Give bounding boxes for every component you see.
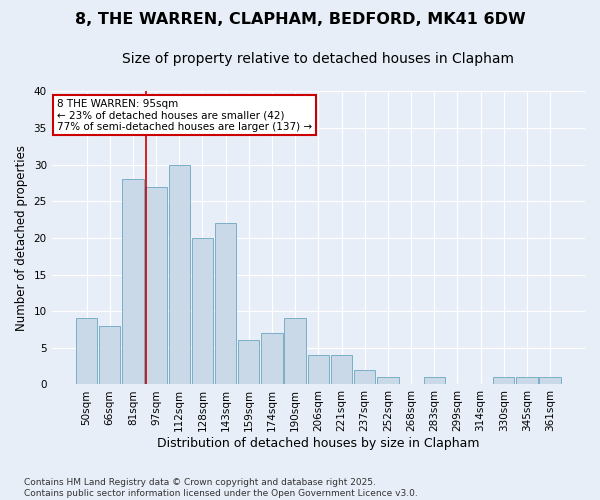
Bar <box>354 370 376 384</box>
Bar <box>424 377 445 384</box>
Bar <box>99 326 121 384</box>
Bar <box>169 164 190 384</box>
Bar <box>122 179 143 384</box>
Bar <box>539 377 561 384</box>
Bar <box>215 223 236 384</box>
Bar <box>145 186 167 384</box>
Bar <box>308 355 329 384</box>
Bar <box>284 318 306 384</box>
Bar <box>377 377 398 384</box>
Bar <box>238 340 259 384</box>
Text: 8, THE WARREN, CLAPHAM, BEDFORD, MK41 6DW: 8, THE WARREN, CLAPHAM, BEDFORD, MK41 6D… <box>74 12 526 28</box>
Text: Contains HM Land Registry data © Crown copyright and database right 2025.
Contai: Contains HM Land Registry data © Crown c… <box>24 478 418 498</box>
Bar <box>262 333 283 384</box>
X-axis label: Distribution of detached houses by size in Clapham: Distribution of detached houses by size … <box>157 437 479 450</box>
Y-axis label: Number of detached properties: Number of detached properties <box>15 145 28 331</box>
Text: 8 THE WARREN: 95sqm
← 23% of detached houses are smaller (42)
77% of semi-detach: 8 THE WARREN: 95sqm ← 23% of detached ho… <box>57 98 312 132</box>
Bar <box>192 238 213 384</box>
Title: Size of property relative to detached houses in Clapham: Size of property relative to detached ho… <box>122 52 514 66</box>
Bar <box>76 318 97 384</box>
Bar <box>493 377 514 384</box>
Bar <box>516 377 538 384</box>
Bar <box>331 355 352 384</box>
